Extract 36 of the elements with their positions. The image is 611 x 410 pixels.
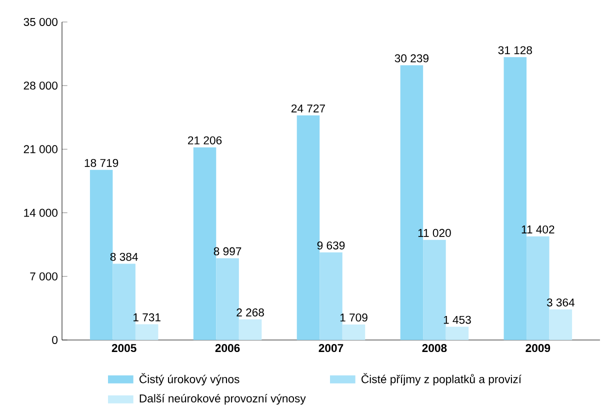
data-label: 31 128 [498,46,532,54]
data-label: 2 268 [236,308,264,316]
data-label: 21 206 [188,136,222,144]
y-tick-label: 0 [52,336,58,344]
data-label: 24 727 [291,104,325,112]
y-tick-label: 7 000 [30,272,58,280]
bar [549,309,572,340]
data-label: 8 997 [214,247,242,256]
data-label: 1 709 [340,314,368,322]
data-label: 11 402 [522,225,554,234]
bar [238,319,262,340]
data-label: 11 020 [418,228,451,237]
data-label: 1 731 [134,313,160,322]
bar [320,252,342,340]
data-label: 3 364 [546,298,575,306]
legend-label: Čisté příjmy z poplatků a provizí [362,373,522,386]
x-tick-label: 2007 [318,344,344,352]
data-label: 1 453 [444,316,471,324]
x-tick-label: 2009 [526,344,550,352]
y-tick-label: 21 000 [24,145,58,154]
data-label: 8 384 [110,252,138,261]
data-label: 30 239 [394,54,428,62]
legend-label: Další neúrokové provozní výnosy [140,394,306,405]
y-tick-label: 28 000 [24,82,58,90]
bar [112,264,136,340]
x-tick-label: 2006 [215,344,240,352]
legend-label: Čistý úrokový výnos [140,373,240,386]
data-label: 9 639 [317,241,345,250]
data-label: 18 719 [84,158,118,167]
y-tick-label: 35 000 [24,18,58,26]
x-tick-label: 2008 [422,344,447,352]
bar [446,326,469,340]
bar [342,324,366,340]
x-tick-label: 2005 [112,344,136,352]
y-tick-label: 14 000 [24,208,58,217]
bar [135,324,158,340]
